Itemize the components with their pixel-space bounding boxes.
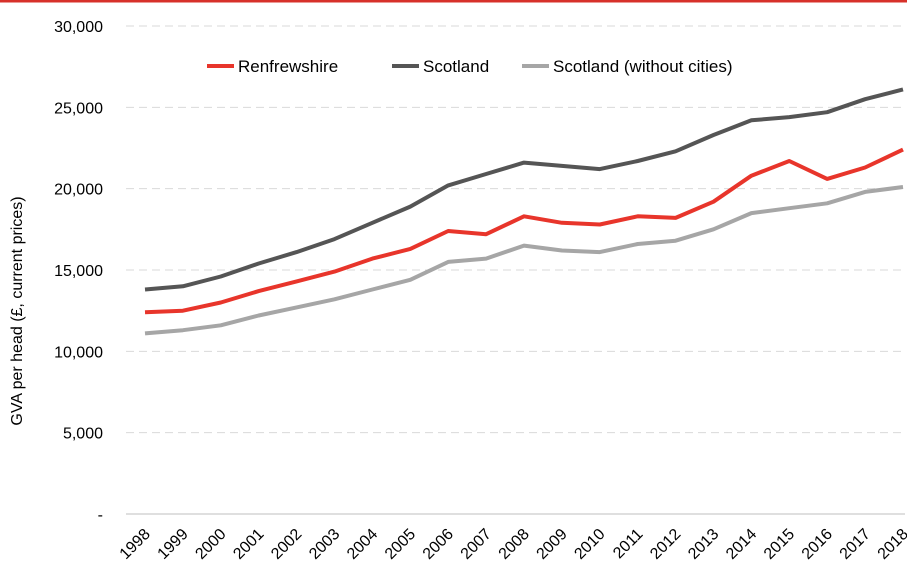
x-tick-label: 2004: [344, 526, 381, 563]
x-axis-ticks: 1998 1999 2000 2001 2002 2003 2004 2005 2006 2007…: [117, 526, 907, 563]
y-tick-label: 15,000: [54, 263, 103, 280]
series-line-scotland-without-cities: [144, 185, 904, 336]
x-tick-label: 2016: [799, 526, 836, 563]
x-tick-label: 2013: [685, 526, 722, 563]
y-tick-label: 5,000: [63, 426, 103, 443]
x-tick-label: 2003: [306, 526, 343, 563]
y-tick-label: 30,000: [54, 19, 103, 36]
x-tick-label: 2009: [534, 526, 571, 563]
x-tick-label: 2018: [875, 526, 907, 563]
series-lines: [144, 87, 904, 336]
x-tick-label: 2012: [647, 526, 684, 563]
x-tick-label: 2010: [571, 526, 608, 563]
series-line-scotland: [144, 87, 904, 292]
x-tick-label: 2017: [837, 526, 874, 563]
x-tick-label: 2006: [420, 526, 457, 563]
legend-label: Scotland (without cities): [553, 57, 733, 76]
x-tick-label: 2000: [192, 526, 229, 563]
gridlines: [126, 25, 905, 434]
x-tick-label: 2015: [761, 526, 798, 563]
x-tick-label: 2007: [458, 526, 495, 563]
x-tick-label: 2002: [268, 526, 305, 563]
x-tick-label: 2011: [610, 526, 646, 562]
y-tick-label: 20,000: [54, 182, 103, 199]
x-tick-label: 1998: [117, 526, 154, 563]
x-tick-label: 2014: [723, 526, 760, 563]
y-tick-label: 10,000: [54, 344, 103, 361]
x-tick-label: 1999: [155, 526, 192, 563]
x-tick-label: 2008: [496, 526, 533, 563]
x-tick-label: 2005: [382, 526, 419, 563]
y-axis-label: GVA per head (£, current prices): [9, 196, 26, 425]
legend-label: Renfrewshire: [238, 57, 338, 76]
y-tick-label: 25,000: [54, 100, 103, 117]
x-tick-label: 2001: [230, 526, 267, 563]
y-axis-ticks: - 5,000 10,000 15,000 20,000 25,000 30,000: [54, 19, 103, 524]
legend: Renfrewshire Scotland Scotland (without ci…: [207, 57, 733, 76]
legend-label: Scotland: [423, 57, 489, 76]
series-line-renfrewshire: [144, 147, 904, 315]
y-tick-label: -: [98, 507, 103, 524]
